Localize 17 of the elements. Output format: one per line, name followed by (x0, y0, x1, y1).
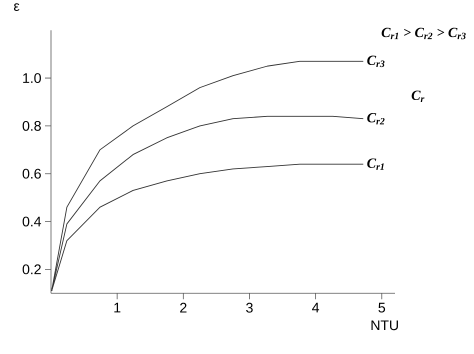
y-tick-label: 0.2 (22, 264, 41, 274)
x-tick-label: 1 (114, 302, 120, 312)
x-tick-label: 2 (180, 302, 186, 312)
x-tick-label: 5 (378, 302, 386, 312)
annotation: C$_{r1}$ > C$_{r2}$ > C$_{r3}$ (382, 28, 466, 40)
y-tick-label: 1.0 (23, 73, 41, 83)
y-tick-label: 0.8 (22, 120, 41, 131)
y-tick-label: 0.6 (22, 168, 41, 179)
series-label: C$_{r2}$ (367, 112, 385, 124)
text: C$_{r}$ (412, 90, 424, 102)
y-tick-label: 0.4 (22, 216, 42, 226)
series-label: C$_{r3}$ (367, 55, 384, 67)
x-tick-label: 4 (312, 302, 320, 312)
x-axis-title: NTU (372, 320, 398, 330)
y-axis-title: ε (14, 3, 20, 11)
x-tick-label: 3 (246, 302, 253, 313)
series-label: C$_{r1}$ (367, 158, 384, 170)
